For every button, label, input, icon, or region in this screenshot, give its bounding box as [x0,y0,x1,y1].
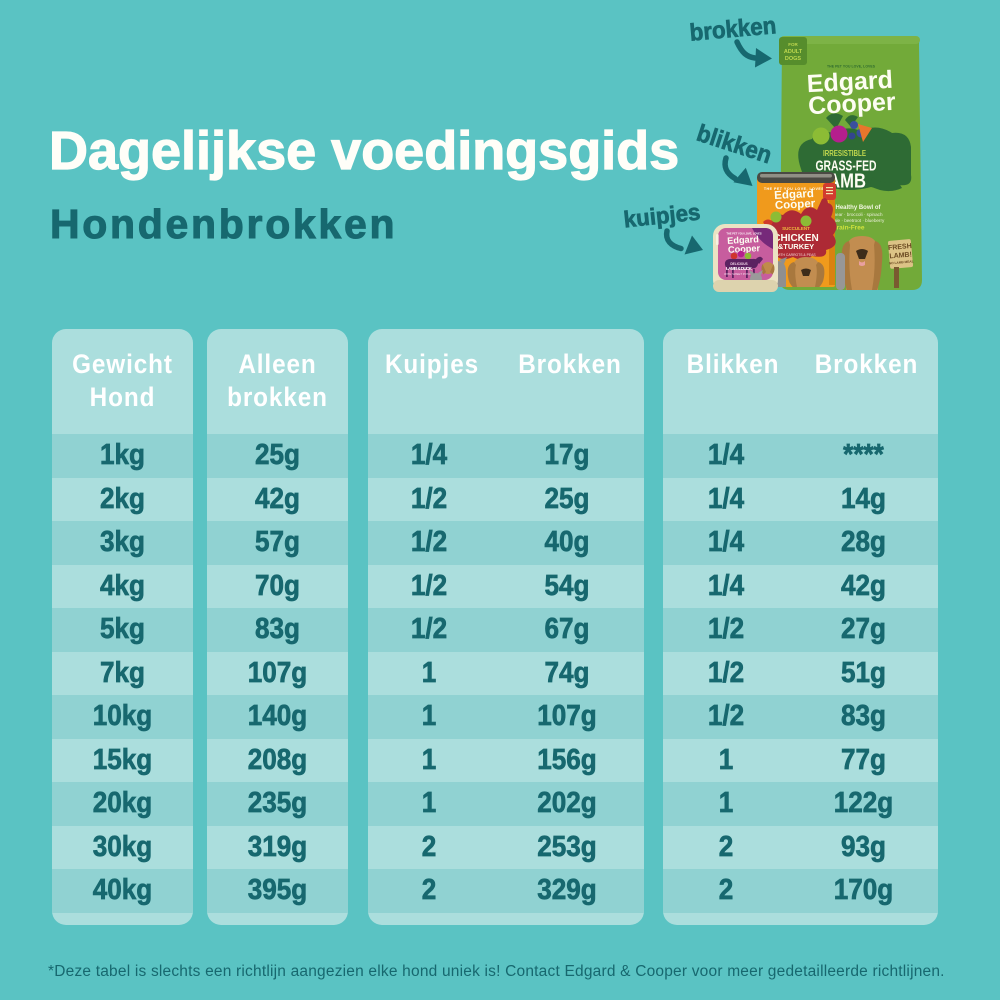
svg-text:NO LAMB MEAL: NO LAMB MEAL [889,259,914,265]
svg-text:Cooper: Cooper [775,198,816,212]
svg-text:Cooper: Cooper [807,88,896,121]
svg-text:SUCCULENT: SUCCULENT [782,226,810,231]
svg-text:THE PET YOU LOVE, LOVES: THE PET YOU LOVE, LOVES [764,187,824,191]
svg-text:IRRESISTIBLE: IRRESISTIBLE [823,149,867,158]
svg-text:FRESH: FRESH [888,243,912,252]
svg-text:Cooper: Cooper [728,243,761,255]
svg-text:CHICKEN: CHICKEN [773,233,819,244]
svg-text:WITH CARROTS & PEAS: WITH CARROTS & PEAS [776,253,816,257]
svg-text:THE PET YOU LOVE, LOVES: THE PET YOU LOVE, LOVES [827,65,876,69]
svg-text:GRASS-FED: GRASS-FED [816,158,877,175]
svg-text:Grain-Free: Grain-Free [832,225,865,232]
svg-text:pear · broccoli · spinach: pear · broccoli · spinach [833,212,882,217]
svg-text:Edgard: Edgard [774,188,814,202]
svg-text:Healthy Bowl of: Healthy Bowl of [836,205,882,211]
svg-text:Edgard: Edgard [727,234,759,246]
svg-text:FOR: FOR [788,42,798,47]
svg-text:THE PET YOU LOVE, LOVES: THE PET YOU LOVE, LOVES [726,232,762,236]
svg-text:DELICIOUS: DELICIOUS [730,262,747,266]
svg-text:&TURKEY: &TURKEY [778,242,814,251]
svg-text:DOGS: DOGS [785,56,802,62]
svg-text:LAMB & DUCK: LAMB & DUCK [726,266,753,271]
svg-text:WITH SWEET POTATO: WITH SWEET POTATO [724,272,754,276]
svg-text:ADULT: ADULT [784,49,803,55]
svg-text:Edgard: Edgard [806,66,893,98]
svg-text:LAMB!: LAMB! [889,251,912,260]
svg-text:kale · beetroot · blueberry: kale · beetroot · blueberry [832,218,885,223]
